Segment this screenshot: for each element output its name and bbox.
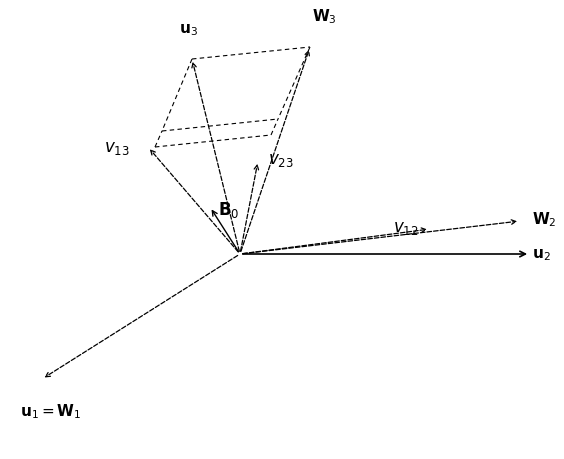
Text: $v_{23}$: $v_{23}$ <box>268 151 294 168</box>
Text: $\mathbf{u}_2$: $\mathbf{u}_2$ <box>532 246 550 262</box>
Text: $\mathbf{B}_0$: $\mathbf{B}_0$ <box>218 200 240 219</box>
Text: $\mathbf{W}_3$: $\mathbf{W}_3$ <box>312 7 337 26</box>
Text: $\mathbf{u}_1$$=$$\mathbf{W}_1$: $\mathbf{u}_1$$=$$\mathbf{W}_1$ <box>20 401 82 420</box>
Text: $\mathbf{u}_3$: $\mathbf{u}_3$ <box>179 22 197 38</box>
Text: $\mathbf{W}_2$: $\mathbf{W}_2$ <box>532 210 557 229</box>
Text: $v_{12}$: $v_{12}$ <box>393 218 418 236</box>
Text: $v_{13}$: $v_{13}$ <box>104 139 130 157</box>
